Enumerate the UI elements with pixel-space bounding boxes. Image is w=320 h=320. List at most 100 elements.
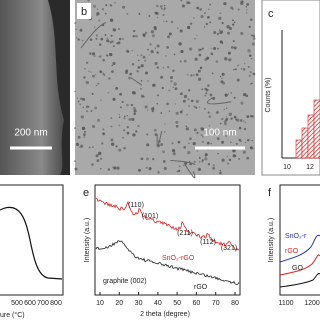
hist-bar bbox=[301, 127, 309, 159]
particle bbox=[187, 151, 191, 155]
particle bbox=[130, 103, 134, 107]
tem-image bbox=[75, 0, 255, 175]
particle bbox=[173, 53, 176, 56]
legend-label: graphite (002) bbox=[103, 278, 147, 285]
particle bbox=[163, 5, 166, 7]
particle bbox=[83, 130, 86, 133]
particle bbox=[204, 153, 208, 157]
particle bbox=[245, 6, 248, 8]
particle bbox=[251, 114, 254, 118]
particle bbox=[172, 152, 176, 156]
particle bbox=[156, 4, 159, 8]
particle bbox=[198, 161, 201, 163]
legend-label: SnO₂-r bbox=[285, 233, 307, 240]
particle bbox=[201, 160, 204, 163]
particle bbox=[163, 131, 166, 133]
particle bbox=[207, 84, 210, 87]
x-tick-label: 1200 bbox=[304, 300, 320, 307]
x-axis-label: ure (°C) bbox=[0, 311, 25, 319]
peak-label: (321) bbox=[221, 245, 237, 252]
y-axis-label: Intensity (a.u.) bbox=[268, 218, 275, 262]
particle bbox=[100, 167, 102, 170]
particle bbox=[249, 71, 252, 74]
particle bbox=[142, 33, 146, 37]
panel-label: c bbox=[268, 8, 274, 20]
particle bbox=[249, 83, 252, 85]
x-tick-label: 80 bbox=[231, 300, 239, 307]
particle bbox=[122, 38, 124, 40]
particle bbox=[140, 64, 144, 68]
particle bbox=[118, 114, 120, 116]
particle bbox=[221, 140, 224, 144]
particle bbox=[163, 9, 165, 11]
particle bbox=[75, 37, 78, 39]
x-tick-label: 40 bbox=[154, 300, 162, 307]
particle bbox=[201, 47, 204, 50]
particle bbox=[204, 157, 208, 161]
particle bbox=[232, 149, 236, 153]
particle bbox=[213, 132, 217, 135]
particle bbox=[194, 37, 196, 40]
particle bbox=[227, 93, 229, 95]
x-tick-label: 20 bbox=[115, 300, 123, 307]
legend-label: SnO₂-rGO bbox=[162, 255, 195, 262]
particle bbox=[228, 158, 232, 162]
particle bbox=[167, 35, 170, 39]
particle bbox=[178, 165, 181, 168]
particle bbox=[221, 117, 224, 121]
particle bbox=[102, 128, 105, 131]
particle bbox=[122, 5, 126, 9]
particle bbox=[223, 120, 227, 124]
particle bbox=[90, 109, 93, 113]
particle bbox=[96, 11, 100, 16]
x-tick-label: 700 bbox=[37, 300, 49, 307]
particle bbox=[247, 65, 250, 69]
particle bbox=[232, 68, 235, 71]
particle bbox=[212, 166, 216, 170]
x-tick-label: 60 bbox=[193, 300, 201, 307]
particle bbox=[219, 12, 222, 15]
particle bbox=[118, 116, 121, 118]
particle bbox=[233, 46, 237, 50]
particle bbox=[80, 115, 85, 119]
particle bbox=[239, 119, 243, 122]
particle bbox=[77, 135, 81, 139]
particle bbox=[248, 25, 251, 29]
particle bbox=[202, 136, 204, 138]
particle bbox=[109, 41, 112, 44]
particle bbox=[77, 38, 80, 41]
particle bbox=[117, 27, 120, 30]
particle bbox=[175, 111, 179, 115]
particle bbox=[140, 79, 143, 82]
hist-bar bbox=[295, 139, 303, 159]
curve bbox=[279, 234, 320, 263]
x-tick-label: 70 bbox=[212, 300, 220, 307]
particle bbox=[240, 31, 244, 36]
curve bbox=[0, 206, 63, 280]
particle bbox=[104, 12, 107, 15]
particle bbox=[104, 34, 107, 36]
particle bbox=[243, 92, 247, 97]
particle bbox=[79, 103, 82, 106]
particle bbox=[172, 86, 174, 89]
particle bbox=[148, 167, 152, 171]
particle bbox=[242, 68, 246, 71]
particle bbox=[228, 112, 232, 116]
particle bbox=[197, 77, 202, 81]
particle bbox=[138, 168, 141, 172]
particle bbox=[152, 106, 154, 109]
particle bbox=[146, 143, 150, 147]
particle bbox=[102, 132, 106, 136]
particle bbox=[240, 67, 243, 70]
particle bbox=[118, 148, 122, 152]
particle bbox=[137, 65, 141, 69]
particle bbox=[147, 48, 150, 51]
particle bbox=[126, 13, 129, 15]
sheet-edge bbox=[207, 97, 232, 105]
particle bbox=[223, 122, 227, 126]
particle bbox=[197, 167, 202, 171]
particle bbox=[83, 136, 86, 138]
scale-bar-label: 200 nm bbox=[14, 128, 47, 139]
x-tick-label: 10 bbox=[283, 164, 291, 171]
particle bbox=[95, 34, 98, 37]
